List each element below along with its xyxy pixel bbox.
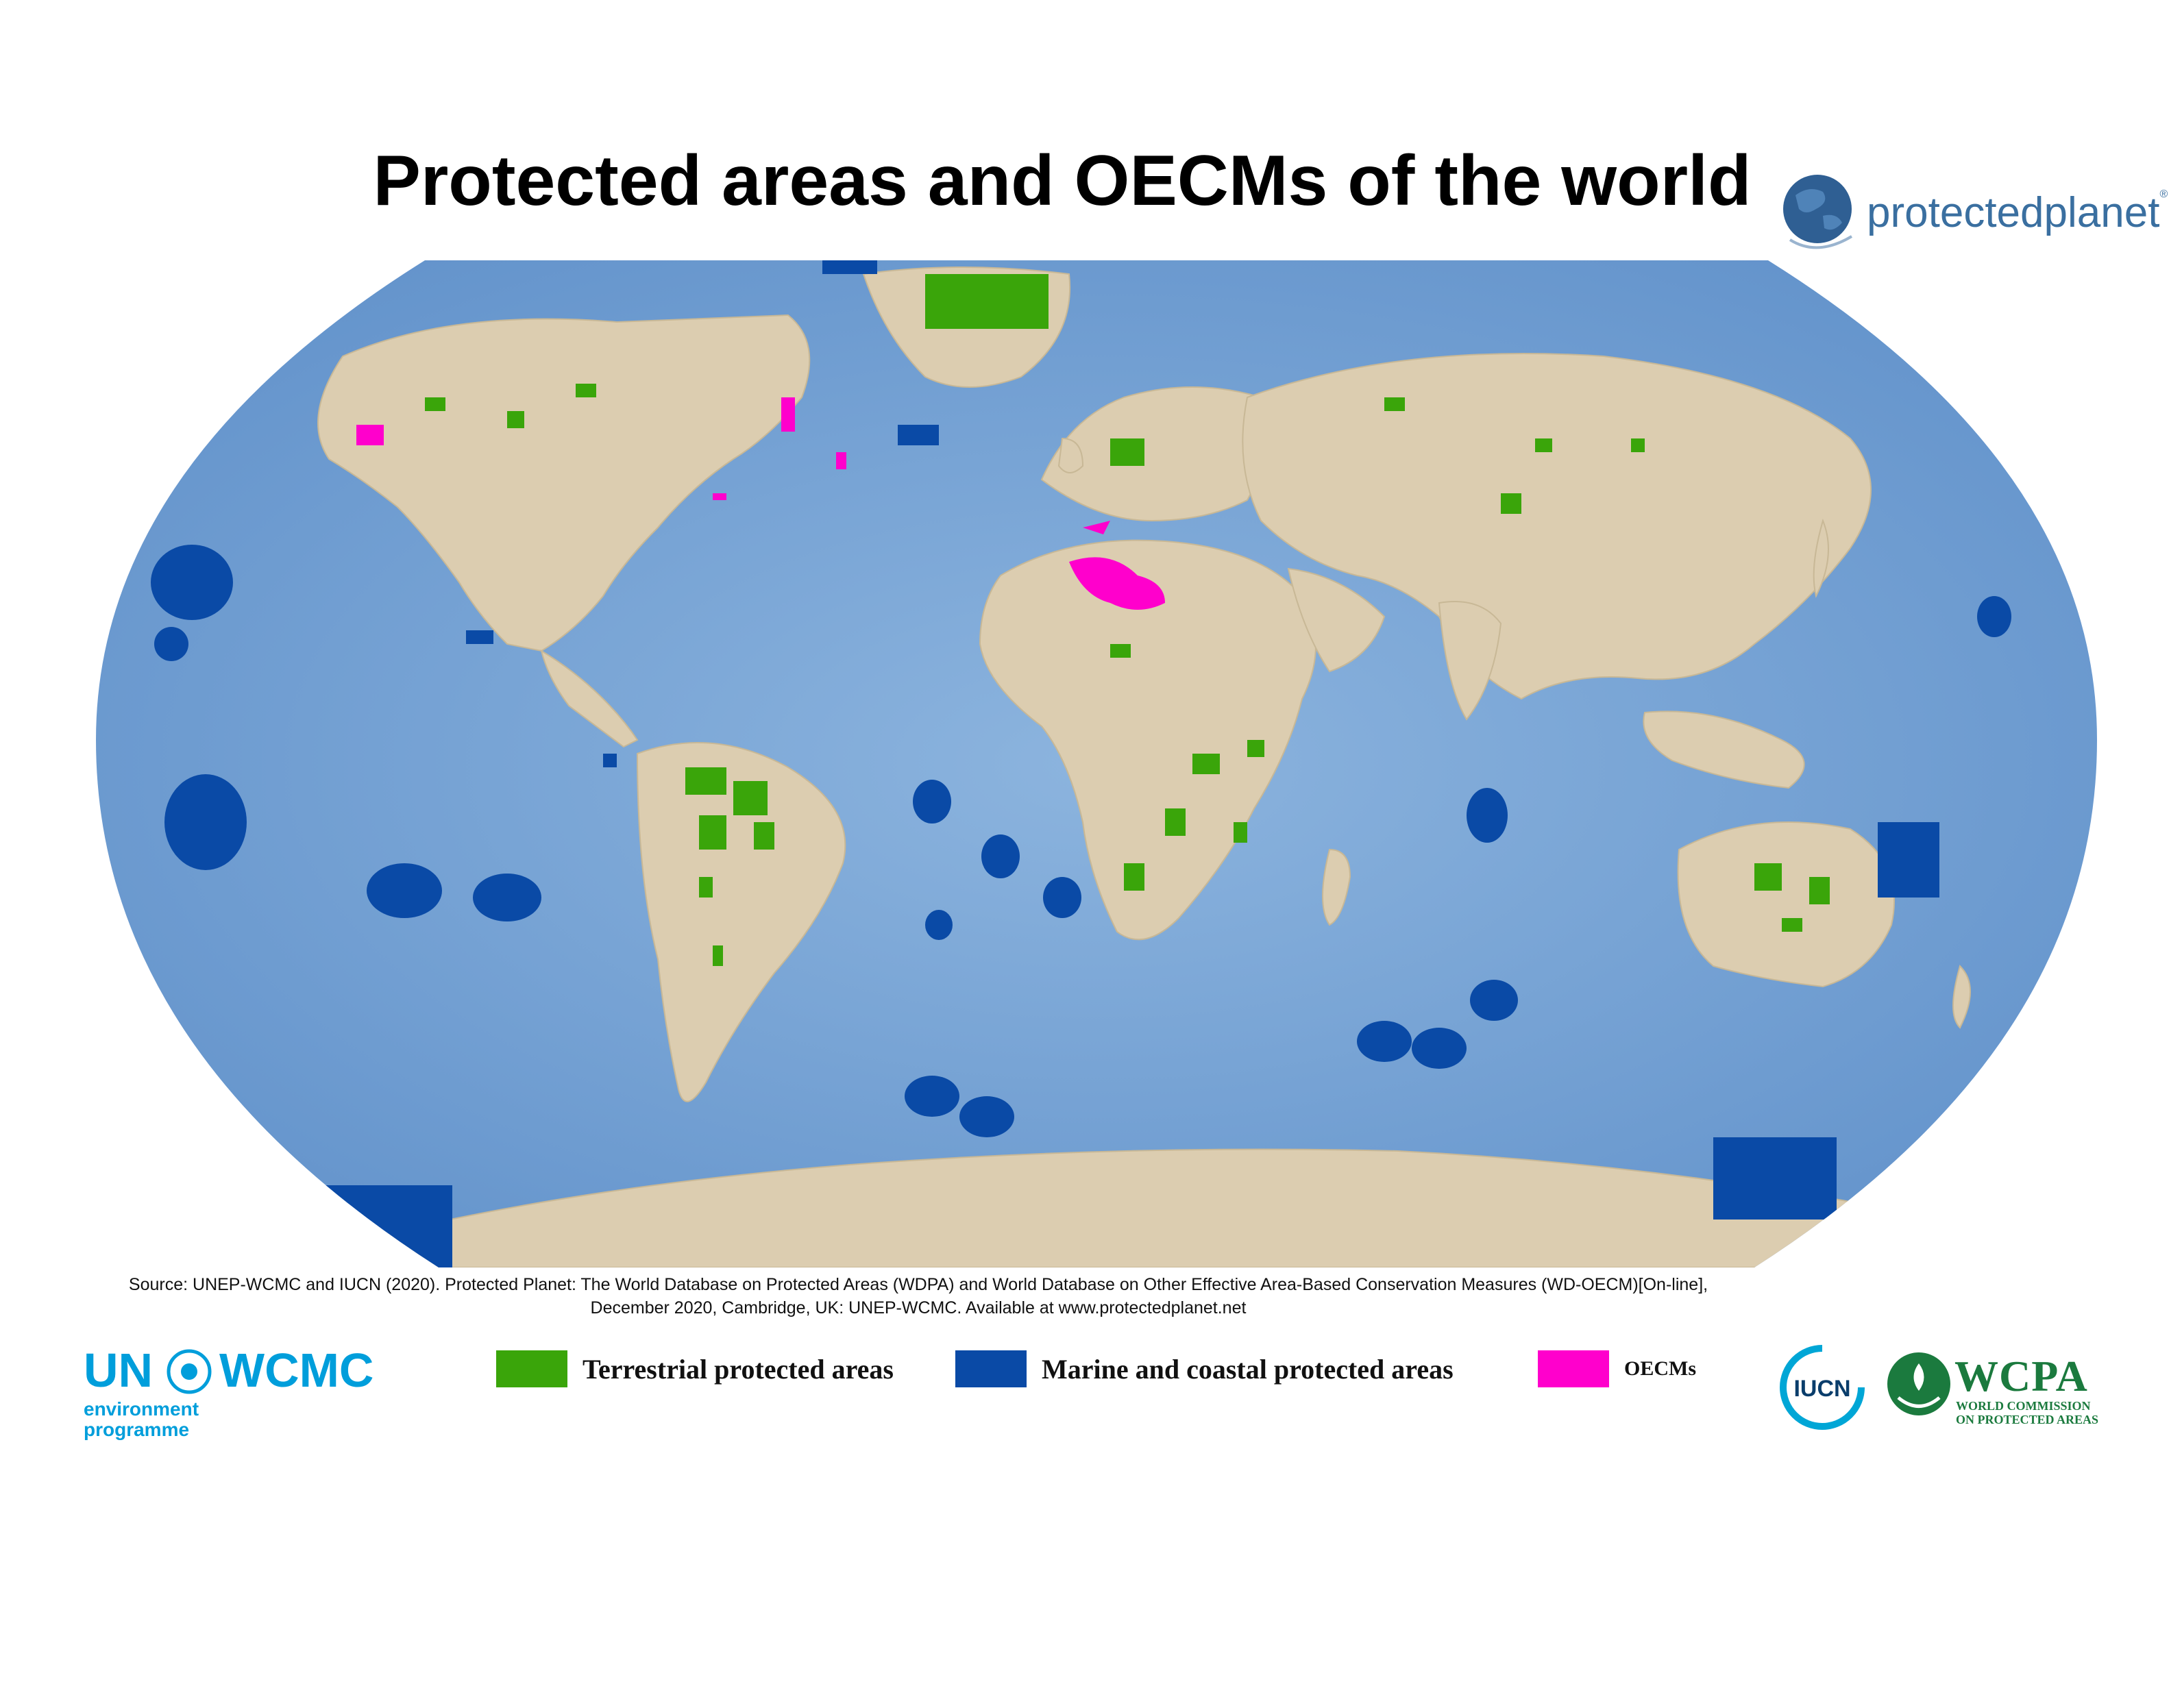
source-line-1: Source: UNEP-WCMC and IUCN (2020). Prote… — [128, 1275, 1708, 1294]
amazon-pa-4 — [754, 822, 774, 850]
mpa-south-georgia — [905, 1076, 959, 1117]
sa-pa-6 — [713, 945, 723, 966]
australia — [1677, 821, 1895, 988]
mpa-heard — [1412, 1028, 1467, 1069]
oecm-swatch — [1538, 1350, 1609, 1387]
southeast-asia-islands — [1643, 710, 1805, 789]
uk — [1057, 437, 1084, 473]
marine-swatch — [955, 1350, 1027, 1387]
protectedplanet-logo: protectedplanet® — [1775, 168, 2168, 264]
wcpa-emblem-icon — [1887, 1352, 1950, 1415]
sa-pa-5 — [699, 877, 713, 898]
legend-terrestrial-label: Terrestrial protected areas — [583, 1353, 894, 1385]
australia-pa-2 — [1809, 877, 1830, 904]
south-america — [636, 742, 846, 1102]
na-pa-1 — [425, 397, 445, 411]
australia-pa-3 — [1782, 918, 1802, 932]
africa-pa-6 — [1247, 740, 1264, 757]
new-zealand — [1952, 965, 1971, 1029]
amazon-pa-2 — [733, 781, 768, 815]
australia-pa-1 — [1754, 863, 1782, 891]
globe-icon — [1783, 175, 1853, 249]
unep-wcmc-logo: UN WCMC environment programme — [84, 1343, 399, 1446]
mpa-pacific-1 — [154, 627, 188, 661]
map-title: Protected areas and OECMs of the world — [373, 141, 1752, 221]
central-america — [540, 649, 639, 748]
iucn-text: IUCN — [1793, 1376, 1850, 1402]
india — [1438, 601, 1502, 721]
mpa-hawaii — [151, 545, 233, 620]
legend-oecm: OECMs — [1538, 1348, 1696, 1389]
mpa-pacific-2 — [164, 774, 247, 870]
iucn-emblem-icon: IUCN — [1780, 1345, 1865, 1430]
legend-marine-label: Marine and coastal protected areas — [1042, 1353, 1454, 1385]
mpa-ross-sea — [302, 1185, 452, 1267]
unep-environment-programme: environment programme — [84, 1398, 199, 1440]
oecm-us-east — [713, 493, 726, 500]
madagascar — [1322, 848, 1351, 926]
mpa-pacific-east — [1977, 596, 2011, 637]
oecm-sahara — [1069, 557, 1165, 610]
unep-un-text: UN — [84, 1344, 154, 1397]
greenland-national-park — [925, 274, 1049, 329]
mpa-east-pacific — [466, 630, 493, 644]
oecm-canada-east — [781, 397, 795, 432]
asia-pa-4 — [1631, 438, 1645, 452]
mpa-ascension — [913, 780, 951, 824]
africa-pa-3 — [1165, 808, 1186, 836]
asia-pa-3 — [1501, 493, 1521, 514]
unep-wcmc-text: WCMC — [219, 1344, 374, 1397]
oecms — [356, 397, 1165, 610]
africa-pa-2 — [1192, 754, 1220, 774]
arabia — [1287, 567, 1386, 673]
mpa-galapagos — [603, 754, 617, 767]
africa — [979, 539, 1316, 941]
protectedplanet-wordmark: protectedplanet® — [1867, 188, 2168, 236]
terrestrial-swatch — [496, 1350, 567, 1387]
na-pa-3 — [576, 384, 596, 397]
africa-pa-4 — [1124, 863, 1144, 891]
legend-terrestrial: Terrestrial protected areas — [496, 1348, 894, 1389]
oecm-north-africa — [1083, 521, 1110, 534]
mpa-south-georgia-2 — [959, 1096, 1014, 1137]
europe-pa-1 — [1110, 438, 1144, 466]
mpa-antarctic-east — [1713, 1137, 1837, 1220]
wcpa-text: WCPA — [1954, 1352, 2088, 1400]
antarctica — [260, 1148, 1947, 1267]
mpa-kerguelen — [1357, 1021, 1412, 1062]
asia — [1242, 353, 1872, 700]
amazon-pa-3 — [699, 815, 726, 850]
terrestrial-protected-areas — [425, 274, 1830, 966]
mpa-indian-ocean-1 — [1467, 788, 1508, 843]
africa-pa-5 — [1234, 822, 1247, 843]
legend-oecm-label: OECMs — [1624, 1357, 1696, 1380]
source-citation: Source: UNEP-WCMC and IUCN (2020). Prote… — [69, 1273, 1768, 1320]
mpa-tristan — [1043, 877, 1081, 918]
source-line-2: December 2020, Cambridge, UK: UNEP-WCMC.… — [590, 1298, 1247, 1317]
africa-pa-1 — [1110, 644, 1131, 658]
mpa-pacific-3 — [367, 863, 442, 918]
japan — [1813, 518, 1829, 598]
oecm-canada-west — [356, 425, 384, 445]
asia-pa-2 — [1535, 438, 1552, 452]
wcpa-logo: WCPA WORLD COMMISSION ON PROTECTED AREAS — [1885, 1350, 2104, 1432]
world-map — [96, 260, 2097, 1267]
mpa-st-helena — [981, 834, 1020, 878]
mpa-arctic — [822, 260, 877, 274]
mpa-coral-sea — [1878, 822, 1939, 898]
mpa-north-atlantic — [898, 425, 939, 445]
oecm-newfoundland — [836, 452, 846, 469]
amazon-pa-1 — [685, 767, 726, 795]
legend-marine: Marine and coastal protected areas — [955, 1348, 1454, 1389]
mpa-pacific-4 — [473, 874, 541, 921]
asia-pa-1 — [1384, 397, 1405, 411]
na-pa-2 — [507, 411, 524, 428]
un-emblem-icon — [167, 1349, 212, 1394]
mpa-south-atlantic — [925, 910, 953, 940]
wcpa-subtitle: WORLD COMMISSION ON PROTECTED AREAS — [1956, 1399, 2099, 1426]
mpa-prince-edward — [1470, 980, 1518, 1021]
iucn-logo: IUCN — [1778, 1343, 1867, 1432]
